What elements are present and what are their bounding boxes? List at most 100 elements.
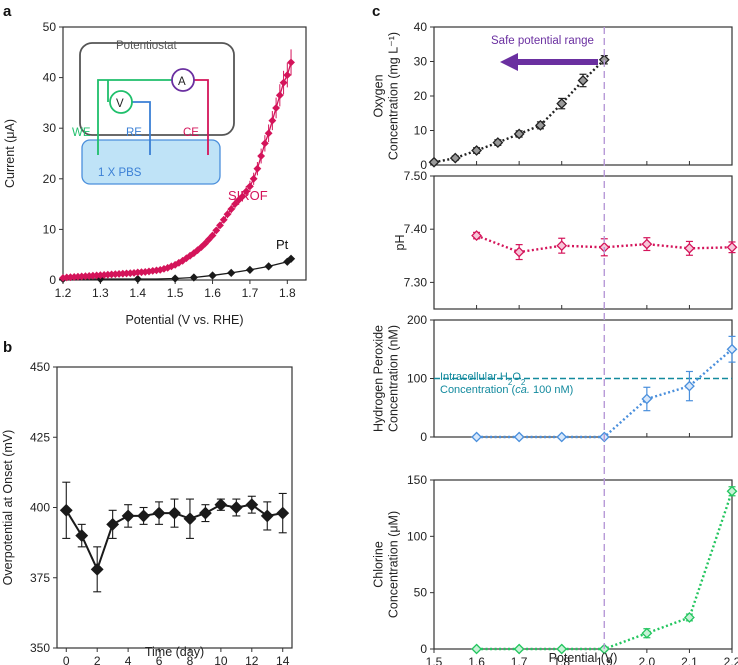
sirof-point <box>249 174 258 183</box>
y-tick-label: 40 <box>43 71 57 85</box>
potentiostat-label: Potentiostat <box>116 40 178 52</box>
y-tick-label: 7.50 <box>404 169 428 183</box>
potentiostat-inset: Potentiostat 1 X PBS A V WE RE CE <box>72 40 235 185</box>
plot-frame <box>433 26 733 166</box>
sirof-point <box>283 71 292 79</box>
Chlorine-point <box>684 612 695 623</box>
sirof-point <box>260 139 269 148</box>
H2O2-point <box>513 431 525 443</box>
pt-point <box>171 274 180 283</box>
overpotential-point <box>276 506 290 520</box>
sirof-point <box>257 152 266 160</box>
sirof-point <box>197 243 206 252</box>
sirof-point <box>279 78 288 87</box>
sirof-point <box>246 182 254 191</box>
ammeter-icon <box>171 68 195 92</box>
H2O2-point <box>641 393 653 405</box>
y-axis-label: Current (μA) <box>3 119 17 188</box>
x-tick-label: 2 <box>94 654 101 665</box>
y-axis-label-line: Concentration (μM) <box>387 511 401 618</box>
y-tick-label: 0 <box>420 430 427 444</box>
y-axis-label: OxygenConcentration (mg L⁻¹) <box>372 32 401 160</box>
x-tick-label: 0 <box>63 654 70 665</box>
panel-c-label: c <box>372 3 380 20</box>
sirof-point <box>216 221 224 230</box>
y-tick-label: 40 <box>414 20 428 34</box>
overpotential-point <box>245 498 259 512</box>
y-tick-label: 50 <box>414 586 428 600</box>
x-tick-label: 10 <box>214 654 228 665</box>
x-tick-label: 1.7 <box>511 655 528 665</box>
y-tick-label: 10 <box>414 124 428 138</box>
y-tick-label: 200 <box>407 313 427 327</box>
Chlorine-point <box>471 643 482 655</box>
x-tick-label: 2.1 <box>681 655 698 665</box>
x-axis-label: Time (day) <box>145 645 204 659</box>
panel-b-chart: 350 375 400 425 450 0 2 4 6 8 10 12 14 Time (day) Over… <box>1 360 293 665</box>
y-axis-label-line: Oxygen <box>372 74 386 117</box>
y-axis-label-line: Concentration (mg L⁻¹) <box>387 32 401 160</box>
Chlorine-point <box>556 643 568 655</box>
pt-point <box>189 273 198 282</box>
intracellular-label-line2: Concentration (ca. 100 nM) <box>440 384 573 396</box>
sirof-series-label: SIROF <box>228 188 268 203</box>
y-tick-label: 0 <box>420 642 427 656</box>
x-tick-label: 1.7 <box>242 286 259 300</box>
y-tick-label: 0 <box>420 158 427 172</box>
y-axis-label-line: Overpotential at Onset (mV) <box>1 430 15 586</box>
x-tick-label: 1.6 <box>468 655 485 665</box>
y-axis-label-line: pH <box>393 235 407 251</box>
Chlorine-point <box>726 485 738 497</box>
x-tick-label: 1.9 <box>596 655 613 665</box>
y-tick-label: 50 <box>43 20 57 34</box>
pH-point <box>726 241 738 253</box>
sirof-point <box>204 235 213 244</box>
Oxygen-point <box>449 152 461 164</box>
x-tick-label: 1.6 <box>204 286 221 300</box>
panel-c3-chart: 0 100 200 Hydrogen PeroxideConcentration (n… <box>372 313 738 444</box>
x-axis-label: Potential (V) <box>549 651 618 665</box>
y-tick-label: 350 <box>30 641 50 655</box>
sirof-point <box>275 91 284 100</box>
x-tick-label: 1.8 <box>553 655 570 665</box>
sirof-point <box>231 200 239 209</box>
panel-a-label: a <box>3 3 12 20</box>
overpotential-point <box>168 506 181 520</box>
y-tick-label: 0 <box>49 273 56 287</box>
sirof-point <box>238 192 247 201</box>
y-tick-label: 100 <box>407 529 427 543</box>
y-axis-label: Hydrogen PeroxideConcentration (nM) <box>372 325 401 432</box>
sirof-point <box>242 187 251 196</box>
sirof-point <box>234 196 243 204</box>
y-axis-label-line: Chlorine <box>372 541 386 588</box>
y-axis-label: ChlorineConcentration (μM) <box>372 511 401 618</box>
x-tick-label: 6 <box>156 654 163 665</box>
y-tick-label: 7.30 <box>404 275 428 289</box>
sirof-point <box>268 116 277 125</box>
sirof-point <box>287 58 295 67</box>
sirof-point <box>264 129 273 138</box>
sirof-point <box>272 104 281 112</box>
sirof-point <box>219 215 228 224</box>
x-tick-label: 14 <box>276 654 290 665</box>
y-tick-label: 20 <box>414 89 428 103</box>
y-tick-label: 30 <box>414 55 428 69</box>
safe-range-label: Safe potential range <box>491 35 594 47</box>
intracellular-label-line1: Intracellular H2O2 <box>440 371 526 387</box>
y-axis-label: Overpotential at Onset (mV) <box>1 430 15 586</box>
x-tick-label: 1.5 <box>167 286 184 300</box>
ce-label: CE <box>183 127 199 139</box>
y-tick-label: 10 <box>43 222 57 236</box>
pH-point <box>513 246 525 258</box>
pH-point <box>641 238 653 250</box>
overpotential-point <box>90 562 104 576</box>
ammeter-label: A <box>178 76 186 88</box>
we-label: WE <box>72 127 91 139</box>
y-tick-label: 20 <box>43 172 57 186</box>
pt-point <box>245 265 255 274</box>
pt-point <box>133 274 142 284</box>
y-tick-label: 400 <box>30 501 50 515</box>
panel-c2-chart: 7.30 7.40 7.50 pH <box>393 169 738 310</box>
x-tick-label: 8 <box>187 654 194 665</box>
